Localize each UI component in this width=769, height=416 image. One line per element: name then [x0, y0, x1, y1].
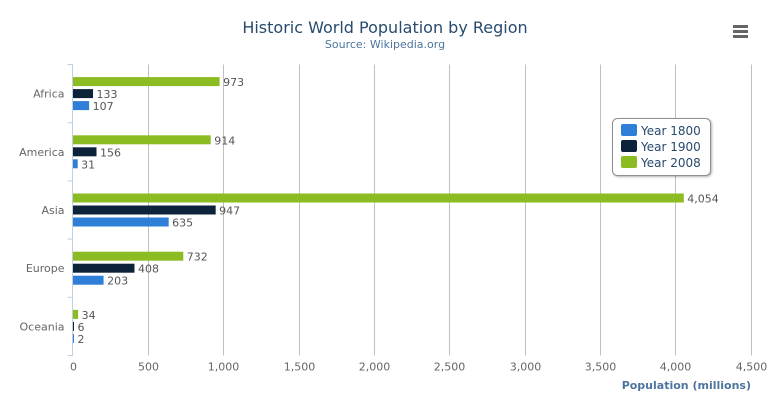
data-label: 6 [78, 321, 85, 334]
value-tick-label: 1,000 [208, 361, 240, 374]
data-label: 31 [81, 158, 95, 171]
chart-title: Historic World Population by Region [242, 18, 527, 37]
data-label: 732 [187, 251, 208, 264]
legend-swatch [621, 156, 637, 168]
bar-year-1900 [73, 89, 94, 99]
data-label: 203 [107, 275, 128, 288]
bar-year-1900 [73, 321, 74, 331]
hamburger-menu-icon[interactable] [730, 22, 750, 40]
data-label: 947 [219, 205, 240, 218]
category-label: Asia [41, 204, 64, 217]
value-tick-label: 3,000 [510, 361, 542, 374]
legend: Year 1800 Year 1900 Year 2008 [612, 118, 711, 176]
bar-year-1900 [73, 147, 97, 157]
data-label: 2 [78, 333, 85, 346]
value-tick-label: 4,500 [736, 361, 768, 374]
legend-item-label[interactable]: Year 1800 [640, 124, 701, 138]
bar-year-2008 [73, 193, 684, 203]
category-label: Oceania [20, 320, 65, 333]
bar-year-2008 [73, 135, 211, 145]
bar-year-1900 [73, 205, 216, 215]
value-tick-label: 1,500 [284, 361, 316, 374]
data-label: 914 [214, 134, 235, 147]
category-label: Africa [33, 88, 64, 101]
data-label: 635 [172, 217, 193, 230]
bar-year-1800 [73, 159, 78, 169]
bar-year-1800 [73, 217, 169, 227]
legend-swatch [621, 124, 637, 136]
bar-year-1800 [73, 333, 74, 343]
value-tick-label: 500 [138, 361, 159, 374]
value-axis-title: Population (millions) [622, 379, 751, 392]
data-label: 4,054 [687, 193, 719, 206]
legend-item-label[interactable]: Year 2008 [640, 156, 701, 170]
value-tick-label: 2,000 [359, 361, 391, 374]
legend-swatch [621, 140, 637, 152]
data-label: 973 [223, 76, 244, 89]
bar-year-2008 [73, 77, 220, 87]
value-tick-label: 0 [70, 361, 77, 374]
bar-year-1800 [73, 101, 90, 111]
data-label: 34 [82, 309, 96, 322]
value-tick-label: 2,500 [434, 361, 466, 374]
data-label: 408 [138, 263, 159, 276]
category-label: America [19, 146, 64, 159]
bar-year-1800 [73, 275, 104, 285]
data-label: 107 [93, 100, 114, 113]
data-label: 133 [97, 88, 118, 101]
data-label: 156 [100, 146, 121, 159]
bar-year-1900 [73, 263, 135, 273]
bar-year-2008 [73, 309, 79, 319]
value-tick-label: 3,500 [585, 361, 617, 374]
bar-year-2008 [73, 251, 184, 261]
chart-subtitle: Source: Wikipedia.org [325, 38, 445, 51]
legend-item-label[interactable]: Year 1900 [640, 140, 701, 154]
category-label: Europe [26, 262, 65, 275]
value-tick-label: 4,000 [660, 361, 692, 374]
